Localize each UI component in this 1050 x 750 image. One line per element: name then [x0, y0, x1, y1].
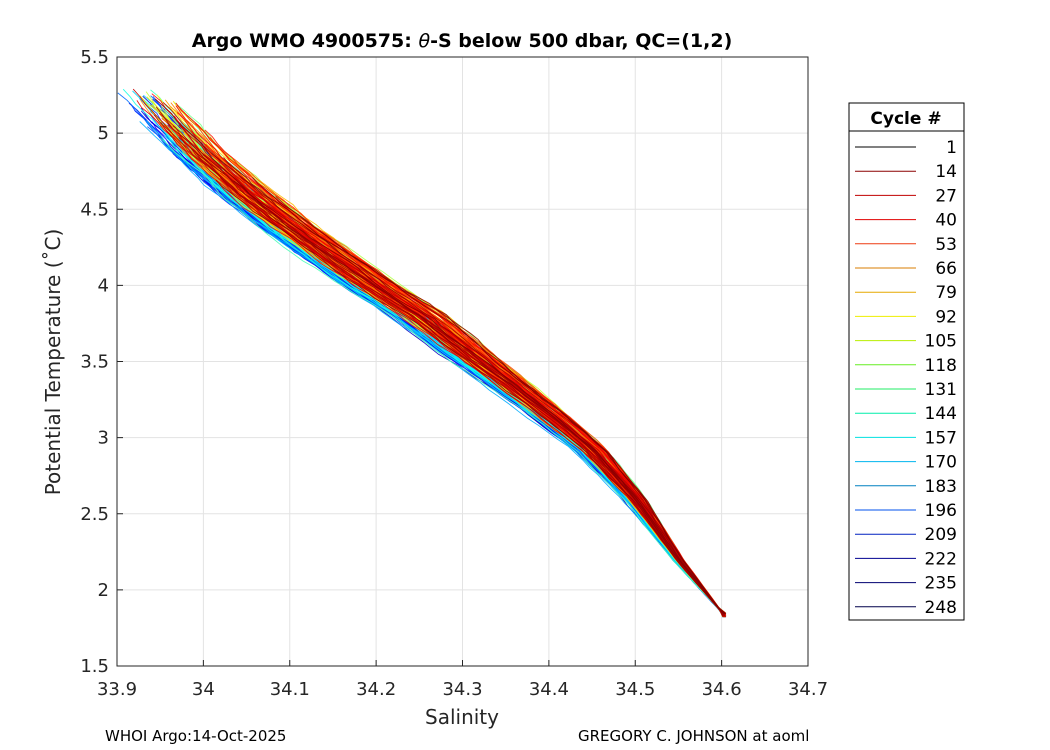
legend-label: 157	[925, 428, 957, 448]
legend-label: 248	[925, 598, 957, 618]
y-axis-ticks: 1.5 2 2.5 3 3.5 4 4.5 5 5.5	[80, 47, 123, 677]
legend-label: 183	[925, 477, 957, 497]
y-tick-label: 4.5	[80, 199, 109, 220]
chart-title: Argo WMO 4900575: θ-S below 500 dbar, QC…	[192, 30, 733, 52]
x-tick-label: 34.7	[788, 679, 828, 700]
legend-label: 118	[925, 356, 957, 376]
y-tick-label: 2	[98, 580, 109, 601]
y-tick-label: 3	[98, 428, 109, 449]
x-tick-label: 33.9	[97, 679, 137, 700]
legend-label: 14	[935, 162, 957, 182]
y-tick-label: 5	[98, 123, 109, 144]
x-tick-label: 34.6	[702, 679, 742, 700]
x-tick-label: 34.1	[270, 679, 310, 700]
y-tick-label: 3.5	[80, 352, 109, 373]
legend-label: 235	[925, 574, 957, 594]
legend-label: 27	[935, 186, 957, 206]
legend-label: 222	[925, 549, 957, 569]
cycle-trace	[160, 137, 726, 617]
x-tick-label: 34	[192, 679, 215, 700]
x-axis-label: Salinity	[425, 705, 499, 729]
legend-label: 1	[946, 138, 957, 158]
legend-label: 196	[925, 501, 957, 521]
legend-label: 53	[935, 235, 957, 255]
legend-label: 131	[925, 380, 957, 400]
legend-label: 79	[935, 283, 957, 303]
cycle-trace	[154, 98, 726, 615]
cycle-trace	[211, 153, 724, 618]
legend-title: Cycle #	[870, 109, 941, 129]
legend-label: 209	[925, 525, 957, 545]
x-tick-label: 34.2	[356, 679, 396, 700]
legend-label: 170	[925, 453, 957, 473]
footer-author: GREGORY C. JOHNSON at aoml	[578, 727, 809, 745]
x-tick-label: 34.3	[442, 679, 482, 700]
y-tick-label: 2.5	[80, 504, 109, 525]
cycle-trace	[215, 179, 727, 615]
legend-label: 66	[935, 259, 957, 279]
y-tick-label: 4	[98, 275, 109, 296]
cycle-trace	[233, 180, 726, 614]
profile-traces	[117, 88, 727, 618]
x-tick-label: 34.5	[615, 679, 655, 700]
y-axis-label: Potential Temperature (˚C)	[41, 229, 65, 496]
x-tick-label: 34.4	[529, 679, 569, 700]
cycle-trace	[223, 157, 726, 614]
cycle-trace	[235, 171, 723, 615]
legend-label: 144	[925, 404, 957, 424]
legend: Cycle # 1 14 27 40 53 66 79 92 105 118 131 144 157 17…	[848, 102, 965, 621]
x-axis-ticks: 33.9 34 34.1 34.2 34.3 34.4 34.5 34.6 34.7	[97, 660, 828, 700]
legend-label: 105	[925, 332, 957, 352]
legend-label: 92	[935, 307, 957, 327]
y-tick-label: 1.5	[80, 656, 109, 677]
cycle-trace	[192, 148, 726, 615]
legend-label: 40	[935, 211, 957, 231]
footer-date: WHOI Argo:14-Oct-2025	[105, 727, 286, 745]
y-tick-label: 5.5	[80, 47, 109, 68]
